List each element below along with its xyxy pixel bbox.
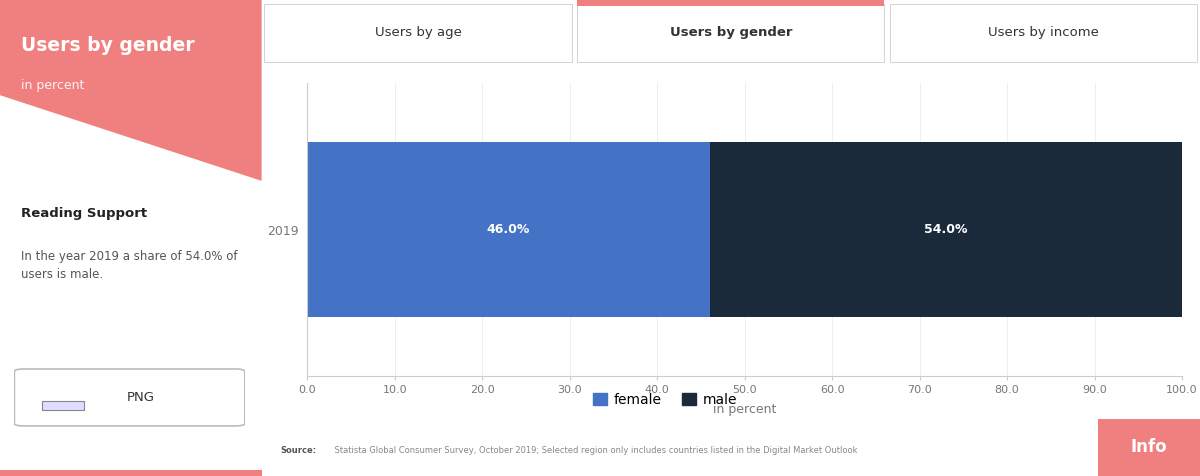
Legend: female, male: female, male	[587, 387, 743, 412]
Text: Info: Info	[1130, 438, 1168, 456]
X-axis label: in percent: in percent	[713, 403, 776, 416]
Text: Users by income: Users by income	[988, 26, 1099, 39]
Text: Users by gender: Users by gender	[20, 36, 194, 55]
Bar	[577, 0, 884, 6]
Polygon shape	[0, 0, 262, 181]
Bar	[42, 401, 84, 410]
Bar	[709, 142, 1182, 317]
Text: 54.0%: 54.0%	[924, 223, 967, 236]
Bar	[307, 142, 709, 317]
Text: Statista Global Consumer Survey, October 2019; Selected region only includes cou: Statista Global Consumer Survey, October…	[332, 446, 858, 455]
FancyBboxPatch shape	[890, 4, 1198, 62]
Text: Users by gender: Users by gender	[670, 26, 792, 39]
Text: Users by age: Users by age	[374, 26, 462, 39]
Text: Reading Support: Reading Support	[20, 207, 148, 220]
FancyBboxPatch shape	[14, 369, 245, 426]
Text: In the year 2019 a share of 54.0% of
users is male.: In the year 2019 a share of 54.0% of use…	[20, 250, 238, 281]
Text: Source:: Source:	[281, 446, 317, 455]
Bar	[0, 470, 262, 476]
FancyBboxPatch shape	[264, 4, 571, 62]
Text: 46.0%: 46.0%	[487, 223, 530, 236]
Text: PNG: PNG	[127, 391, 155, 404]
Text: in percent: in percent	[20, 79, 84, 91]
FancyBboxPatch shape	[577, 4, 884, 62]
